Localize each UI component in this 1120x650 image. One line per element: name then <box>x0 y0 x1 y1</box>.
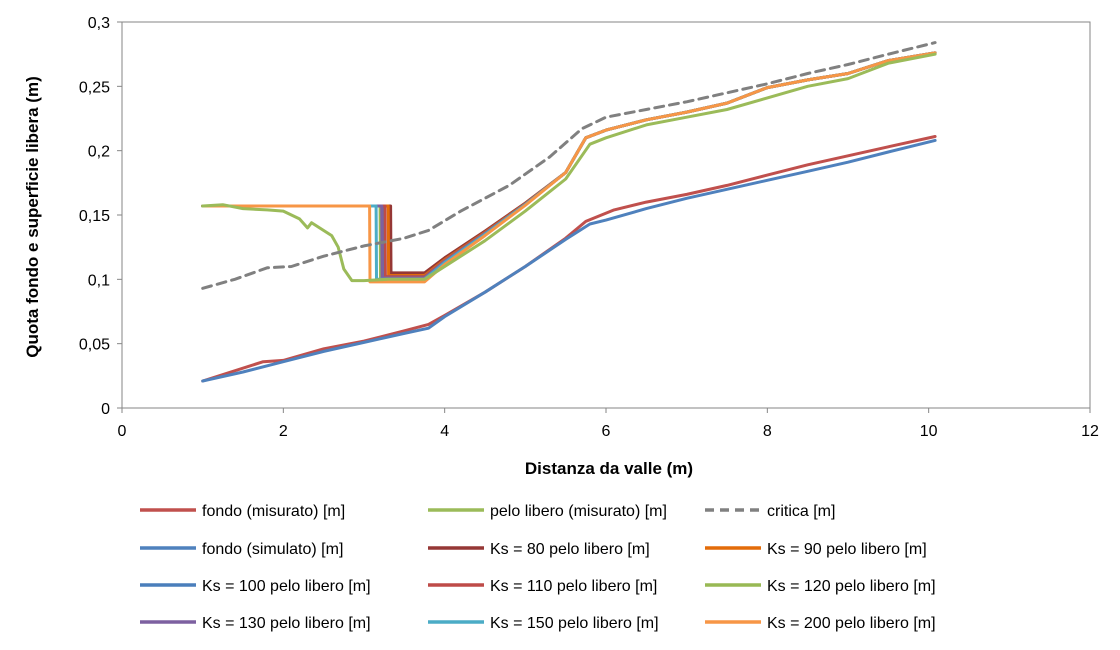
x-tick-label: 4 <box>440 423 449 440</box>
y-tick-label: 0 <box>101 401 110 418</box>
y-tick-label: 0,2 <box>88 144 110 161</box>
x-tick-label: 0 <box>118 423 127 440</box>
x-axis-title: Distanza da valle (m) <box>525 459 693 478</box>
x-tick-label: 8 <box>763 423 772 440</box>
x-tick-labels: 0 2 4 6 8 10 12 <box>118 408 1099 440</box>
x-tick-label: 10 <box>920 423 938 440</box>
series-line-3 <box>201 138 937 383</box>
series-line-11 <box>201 51 937 284</box>
legend-label: Ks = 200 pelo libero [m] <box>767 615 936 632</box>
legend: fondo (misurato) [m] pelo libero (misurat… <box>140 503 936 632</box>
legend-label: fondo (misurato) [m] <box>202 503 345 520</box>
series-line-1 <box>201 52 937 283</box>
legend-label: Ks = 130 pelo libero [m] <box>202 615 371 632</box>
series-line-2 <box>201 41 937 290</box>
y-tick-label: 0,1 <box>88 272 110 289</box>
x-tick-label: 6 <box>602 423 611 440</box>
legend-label: pelo libero (misurato) [m] <box>490 503 667 520</box>
y-tick-label: 0,25 <box>79 79 110 96</box>
legend-label: critica [m] <box>767 503 835 520</box>
y-axis-title: Quota fondo e superficie libera (m) <box>23 76 42 357</box>
legend-label: Ks = 80 pelo libero [m] <box>490 541 650 558</box>
y-tick-label: 0,15 <box>79 208 110 225</box>
legend-label: Ks = 110 pelo libero [m] <box>490 578 657 595</box>
legend-label: fondo (simulato) [m] <box>202 541 343 558</box>
legend-label: Ks = 120 pelo libero [m] <box>767 578 936 595</box>
legend-label: Ks = 100 pelo libero [m] <box>202 578 371 595</box>
legend-label: Ks = 150 pelo libero [m] <box>490 615 659 632</box>
x-tick-label: 12 <box>1081 423 1099 440</box>
series-layer <box>201 41 937 383</box>
y-tick-label: 0,05 <box>79 337 110 354</box>
legend-label: Ks = 90 pelo libero [m] <box>767 541 927 558</box>
y-tick-label: 0,3 <box>88 15 110 32</box>
y-tick-labels: 0 0,05 0,1 0,15 0,2 0,25 0,3 <box>79 15 122 418</box>
x-tick-label: 2 <box>279 423 288 440</box>
